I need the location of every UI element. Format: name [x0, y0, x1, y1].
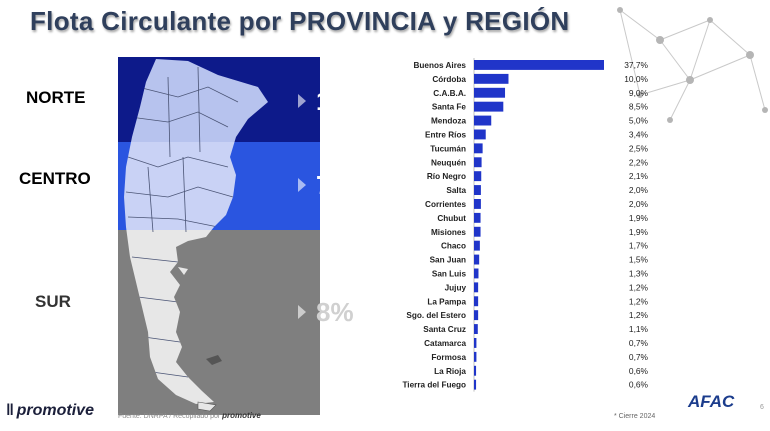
value-label: 2,0% [629, 185, 649, 195]
bar [474, 282, 479, 293]
category-label: Tucumán [430, 144, 466, 153]
bar [474, 296, 479, 307]
category-label: Sgo. del Estero [406, 311, 466, 320]
category-label: Catamarca [424, 339, 466, 348]
category-label: Neuquén [431, 158, 466, 167]
value-label: 0,6% [629, 380, 649, 390]
bar [474, 185, 481, 195]
category-label: Chaco [441, 242, 466, 251]
value-label: 1,5% [629, 255, 649, 265]
value-label: 1,2% [629, 296, 649, 306]
category-label: La Rioja [434, 367, 466, 376]
category-label: Buenos Aires [414, 61, 467, 70]
category-label: Misiones [431, 228, 466, 237]
bar [474, 365, 477, 376]
bar [474, 240, 480, 251]
category-label: Chubut [437, 214, 466, 223]
value-label: 37,7% [624, 60, 648, 70]
value-label: 0,6% [629, 366, 649, 376]
category-label: Santa Fe [432, 103, 467, 112]
source-prefix: Fuente: DNRPA / Recopilado por [118, 413, 221, 420]
category-label: La Pampa [427, 297, 466, 306]
region-label-centro: CENTRO [19, 169, 91, 188]
cierre-note: * Cierre 2024 [614, 413, 656, 420]
value-label: 1,3% [629, 269, 649, 279]
category-label: Jujuy [445, 283, 467, 292]
map-svg [118, 57, 320, 415]
bar [474, 310, 479, 321]
bar [474, 199, 481, 209]
value-label: 2,0% [629, 199, 649, 209]
category-label: Tierra del Fuego [402, 381, 466, 390]
arrow-sur-icon [298, 305, 306, 319]
region-pct-sur: 8% [316, 297, 354, 327]
category-label: San Juan [430, 256, 466, 265]
bar [474, 254, 480, 265]
value-label: 10,0% [624, 74, 648, 84]
value-label: 2,2% [629, 157, 649, 167]
category-label: Formosa [431, 353, 466, 362]
region-label-norte: NORTE [26, 88, 86, 107]
value-label: 1,2% [629, 310, 649, 320]
page-number: 6 [760, 404, 764, 411]
category-label: Santa Cruz [423, 325, 466, 334]
value-label: 1,1% [629, 324, 649, 334]
argentina-map [118, 57, 320, 415]
category-label: San Luis [432, 270, 467, 279]
value-label: 3,4% [629, 130, 649, 140]
bar [474, 379, 477, 390]
logo-text: promotive [16, 402, 94, 419]
afac-logo: AFAC [688, 392, 735, 411]
value-label: 2,5% [629, 143, 649, 153]
category-label: Córdoba [432, 75, 466, 84]
value-label: 8,5% [629, 102, 649, 112]
value-label: 0,7% [629, 352, 649, 362]
bar [474, 129, 486, 140]
bar [474, 73, 509, 84]
bar [474, 143, 483, 154]
value-label: 1,9% [629, 227, 649, 237]
value-label: 5,0% [629, 116, 649, 126]
bar [474, 268, 479, 279]
value-label: 9,0% [629, 88, 649, 98]
bar [474, 226, 481, 237]
arrow-centro-icon [298, 178, 306, 192]
source-brand: promotive [222, 411, 261, 420]
bar [474, 60, 604, 70]
category-label: Corrientes [425, 200, 466, 209]
value-label: 1,7% [629, 241, 649, 251]
bar [474, 115, 492, 126]
bar [474, 338, 477, 348]
promotive-logo: ‖ promotive [6, 402, 94, 419]
value-label: 2,1% [629, 171, 649, 181]
source-note: Fuente: DNRPA / Recopilado por promotive [118, 411, 261, 420]
bar [474, 157, 482, 168]
value-label: 1,9% [629, 213, 649, 223]
category-label: Río Negro [427, 172, 466, 181]
region-pct-centro: 79% [316, 170, 369, 200]
bar [474, 324, 478, 334]
category-label: Mendoza [431, 117, 466, 126]
category-label: C.A.B.A. [433, 89, 466, 98]
value-label: 1,2% [629, 282, 649, 292]
bar [474, 351, 477, 362]
category-label: Salta [446, 186, 466, 195]
category-label: Entre Ríos [425, 131, 466, 140]
bar [474, 212, 481, 223]
region-label-sur: SUR [35, 292, 71, 311]
province-bar-chart: Buenos Aires 37,7% Córdoba 10,0% C.A.B.A. 9,0… [402, 58, 649, 392]
network-decoration [617, 7, 768, 123]
value-label: 0,7% [629, 338, 649, 348]
bar [474, 87, 506, 98]
arrow-norte-icon [298, 94, 306, 108]
page-title: Flota Circulante por PROVINCIA y REGIÓN [30, 6, 570, 36]
bar [474, 171, 482, 182]
region-pct-norte: 13% [316, 86, 369, 116]
bar [474, 101, 504, 112]
